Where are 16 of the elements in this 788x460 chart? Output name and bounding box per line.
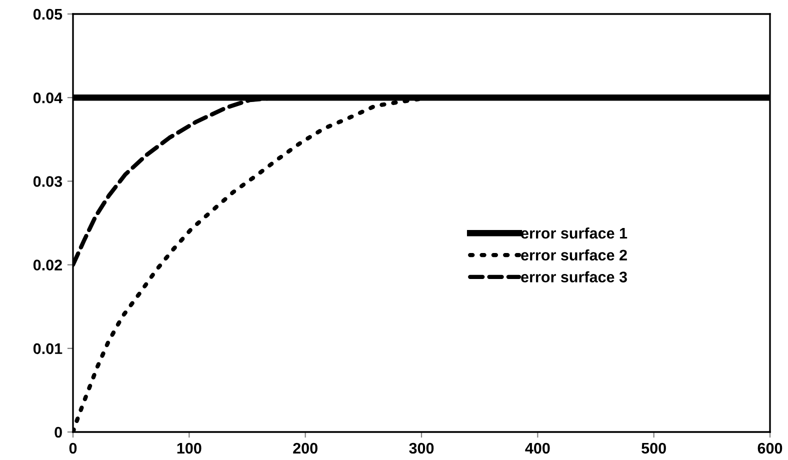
x-tick-label: 600 [758, 442, 782, 454]
x-tick-label: 100 [177, 442, 202, 454]
y-tick-label: 0.01 [33, 343, 62, 354]
legend-label: error surface 3 [521, 271, 627, 282]
x-tick-label: 400 [525, 442, 550, 454]
y-tick-label: 0.04 [33, 92, 63, 104]
x-tick-label: 500 [642, 442, 666, 454]
x-tick-label: 200 [293, 442, 318, 454]
y-tick-label: 0.02 [33, 260, 62, 270]
x-tick-label: 300 [409, 442, 434, 454]
y-tick-label: 0.05 [33, 8, 62, 20]
legend-label: error surface 2 [521, 249, 627, 261]
x-tick-label: 0 [69, 442, 77, 454]
y-tick-label: 0 [54, 426, 62, 438]
legend-label: error surface 1 [521, 227, 628, 239]
y-tick-label: 0.03 [33, 176, 62, 187]
